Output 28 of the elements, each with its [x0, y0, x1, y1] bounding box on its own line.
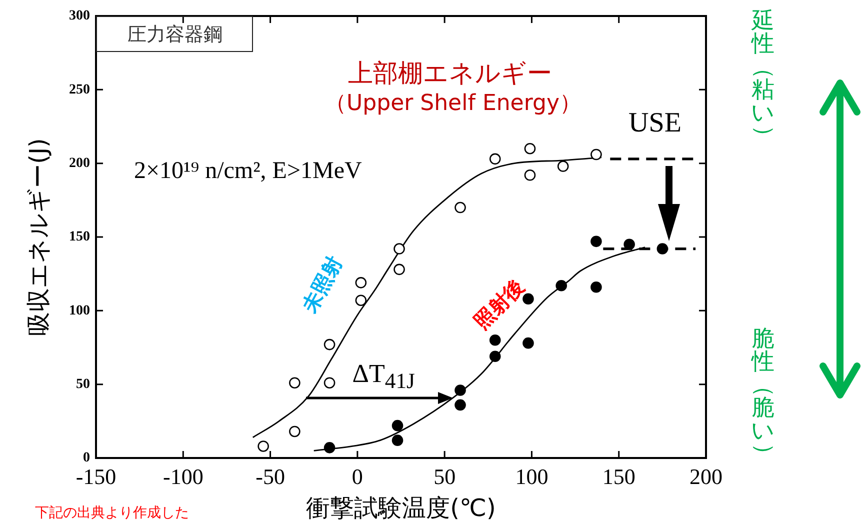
text: 未照射 [297, 252, 347, 316]
y-tick-label: 100 [69, 303, 90, 318]
annotation: （Upper Shelf Energy） [324, 90, 582, 116]
x-tick-label: 0 [352, 464, 363, 489]
y-tick-label: 300 [69, 8, 90, 24]
annotation: 上部棚エネルギー [348, 58, 552, 88]
text: 脆性（脆い） [750, 326, 776, 466]
y-tick-label: 0 [83, 450, 90, 466]
x-tick-label: 50 [434, 464, 456, 489]
x-tick-label: -100 [162, 464, 204, 489]
y-axis-title: 吸収エネルギー(J) [24, 138, 53, 336]
y-tick-label: 150 [69, 230, 90, 245]
y-tick-label: 250 [69, 82, 90, 98]
annotation: ΔT$_{41J}$ [352, 358, 415, 394]
y-tick-label: 200 [69, 156, 90, 171]
annotation: 圧力容器鋼 [128, 24, 222, 46]
text: 照射後 [469, 274, 529, 334]
annotation: 2×10¹⁹ n/cm², E>1MeV [134, 158, 362, 184]
annotation: USE [628, 108, 682, 140]
x-tick-label: -50 [256, 464, 285, 489]
y-tick-label: 50 [76, 376, 90, 392]
x-tick-label: -150 [76, 464, 116, 489]
text: 下記の出典より作成した [35, 505, 189, 522]
x-tick-label: 200 [690, 464, 722, 489]
x-axis-title: 衝撃試験温度(℃) [306, 494, 496, 522]
text: 延性（粘い） [750, 8, 776, 148]
x-tick-label: 150 [602, 464, 636, 489]
x-tick-label: 100 [515, 464, 548, 489]
